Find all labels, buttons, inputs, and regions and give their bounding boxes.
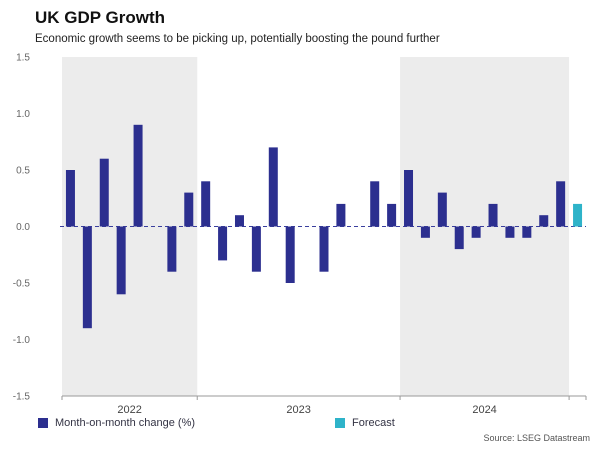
- y-axis-tick-label: 0.0: [16, 222, 30, 233]
- legend-label-mom-change: Month-on-month change (%): [55, 417, 196, 429]
- y-axis-tick-label: 1.0: [16, 109, 30, 120]
- x-axis-year-label: 2023: [286, 404, 310, 416]
- gdp-bar: [65, 170, 75, 227]
- y-axis-tick-label: -1.0: [13, 335, 31, 346]
- gdp-bar: [82, 226, 92, 329]
- forecast-bar: [573, 203, 583, 227]
- source-attribution: Source: LSEG Datastream: [483, 433, 590, 443]
- gdp-bar: [218, 226, 228, 261]
- y-axis-tick-label: 1.5: [16, 53, 30, 64]
- forecast-swatch: [335, 418, 346, 428]
- gdp-bar: [116, 226, 126, 295]
- y-axis-tick-label: 0.5: [16, 166, 30, 177]
- mom-change-swatch: [38, 418, 48, 428]
- chart-subtitle: Economic growth seems to be picking up, …: [35, 33, 440, 45]
- chart-title: UK GDP Growth: [35, 8, 166, 27]
- x-axis-year-label: 2022: [117, 404, 141, 416]
- legend-item-forecast: Forecast: [335, 417, 395, 429]
- gdp-bar: [556, 181, 566, 227]
- gdp-bar: [454, 226, 464, 250]
- gdp-bar: [505, 226, 515, 238]
- gdp-bar: [437, 192, 447, 227]
- y-axis-tick-label: -1.5: [13, 392, 31, 403]
- gdp-bar: [133, 124, 143, 227]
- gdp-bar: [336, 203, 346, 227]
- legend-label-forecast: Forecast: [352, 417, 395, 429]
- gdp-bar: [251, 226, 261, 272]
- gdp-bar: [99, 158, 109, 227]
- gdp-bar: [488, 203, 498, 227]
- gdp-bar: [522, 226, 532, 238]
- gdp-bar: [167, 226, 177, 272]
- gdp-bar: [319, 226, 329, 272]
- gdp-bar: [387, 203, 397, 227]
- gdp-bar: [404, 170, 414, 227]
- legend-item-mom-change: Month-on-month change (%): [38, 417, 195, 429]
- gdp-bar: [201, 181, 211, 227]
- gdp-bar: [268, 147, 278, 227]
- gdp-bar: [234, 215, 244, 227]
- gdp-bar: [471, 226, 481, 238]
- x-axis-year-label: 2024: [472, 404, 496, 416]
- gdp-bar: [285, 226, 295, 283]
- gdp-bar: [370, 181, 380, 227]
- gdp-bar: [184, 192, 194, 227]
- legend: Month-on-month change (%) Forecast: [38, 417, 395, 429]
- y-axis-tick-label: -0.5: [13, 279, 31, 290]
- gdp-bar: [539, 215, 549, 227]
- gdp-bar: [420, 226, 430, 238]
